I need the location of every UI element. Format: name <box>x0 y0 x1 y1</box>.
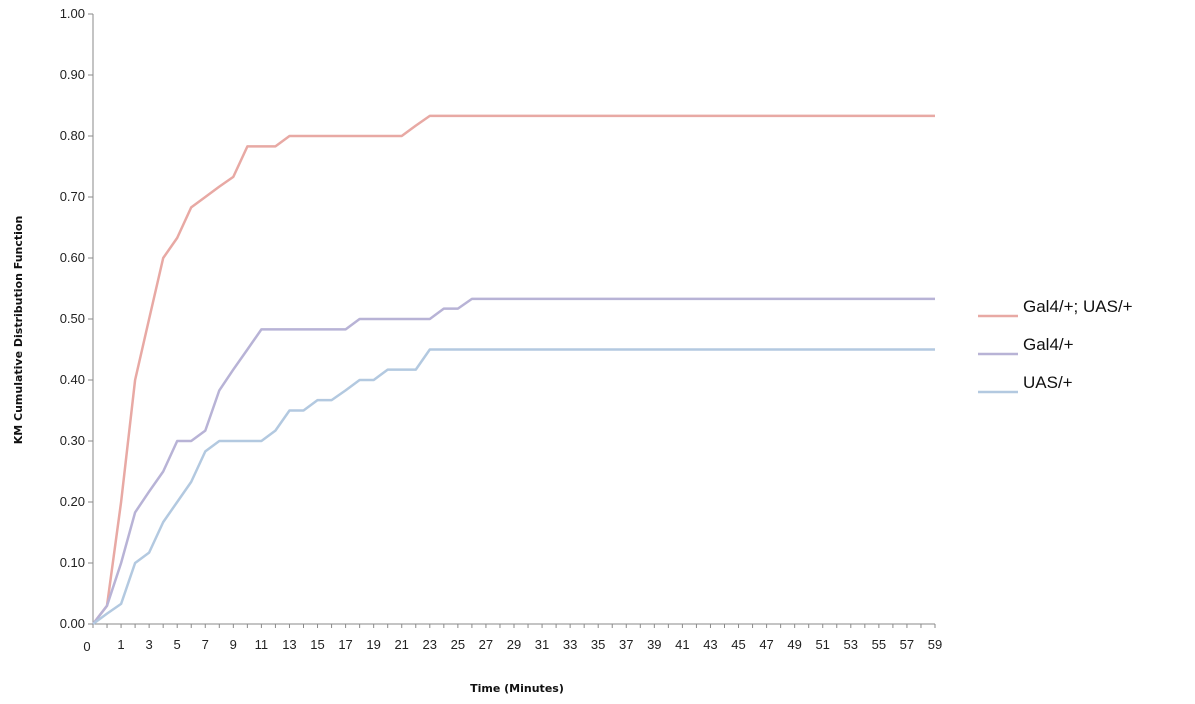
x-tick-label: 25 <box>451 637 465 652</box>
x-tick-label: 49 <box>787 637 801 652</box>
x-axis: 0 1 3 5 7 9 11 13 15 17 19 21 23 25 27 29 31 33 35 37 39 41 43… <box>83 623 942 654</box>
x-tick-label: 31 <box>535 637 549 652</box>
x-tick-label: 23 <box>423 637 437 652</box>
x-tick-label: 21 <box>394 637 408 652</box>
x-tick-label: 35 <box>591 637 605 652</box>
x-tick-label: 15 <box>310 637 324 652</box>
x-tick-label: 27 <box>479 637 493 652</box>
x-tick-label: 3 <box>145 637 152 652</box>
legend: Gal4/+; UAS/+ Gal4/+ UAS/+ <box>978 297 1133 394</box>
x-tick-label: 33 <box>563 637 577 652</box>
x-tick-label: 7 <box>202 637 209 652</box>
x-tick-label: 0 <box>83 639 90 654</box>
x-tick-label: 47 <box>759 637 773 652</box>
legend-label: Gal4/+ <box>1023 335 1074 354</box>
x-axis-title: Time (Minutes) <box>470 682 564 695</box>
x-tick-label: 43 <box>703 637 717 652</box>
y-tick-label: 0.20 <box>60 494 85 509</box>
series-line <box>92 114 935 625</box>
x-tick-label: 11 <box>255 637 269 652</box>
x-tick-label: 37 <box>619 637 633 652</box>
legend-label: Gal4/+; UAS/+ <box>1023 297 1133 316</box>
y-tick-label: 0.00 <box>60 616 85 631</box>
x-tick-label: 13 <box>282 637 296 652</box>
series-line <box>92 297 935 625</box>
x-tick-label: 29 <box>507 637 521 652</box>
y-tick-label: 0.80 <box>60 128 85 143</box>
x-tick-label: 51 <box>815 637 829 652</box>
x-tick-label: 55 <box>872 637 886 652</box>
x-tick-label: 57 <box>900 637 914 652</box>
x-tick-label: 45 <box>731 637 745 652</box>
y-tick-label: 0.30 <box>60 433 85 448</box>
x-tick-label: 59 <box>928 637 942 652</box>
x-tick-label: 53 <box>844 637 858 652</box>
y-tick-label: 0.70 <box>60 189 85 204</box>
x-tick-label: 39 <box>647 637 661 652</box>
y-tick-label: 0.40 <box>60 372 85 387</box>
y-tick-label: 1.00 <box>60 6 85 21</box>
x-tick-label: 5 <box>174 637 181 652</box>
legend-label: UAS/+ <box>1023 373 1073 392</box>
y-tick-label: 0.50 <box>60 311 85 326</box>
plot-lines <box>92 114 935 626</box>
y-tick-label: 0.60 <box>60 250 85 265</box>
y-axis: 0.00 0.10 0.20 0.30 0.40 0.50 0.60 0.70 0.80 0.90… <box>60 6 94 631</box>
x-tick-label: 19 <box>366 637 380 652</box>
x-tick-label: 41 <box>675 637 689 652</box>
x-tick-label: 9 <box>230 637 237 652</box>
y-tick-label: 0.90 <box>60 67 85 82</box>
x-tick-label: 1 <box>117 637 124 652</box>
y-axis-title: KM Cumulative Distribution Function <box>12 216 25 445</box>
series-line <box>92 348 935 626</box>
y-tick-label: 0.10 <box>60 555 85 570</box>
x-tick-label: 17 <box>338 637 352 652</box>
